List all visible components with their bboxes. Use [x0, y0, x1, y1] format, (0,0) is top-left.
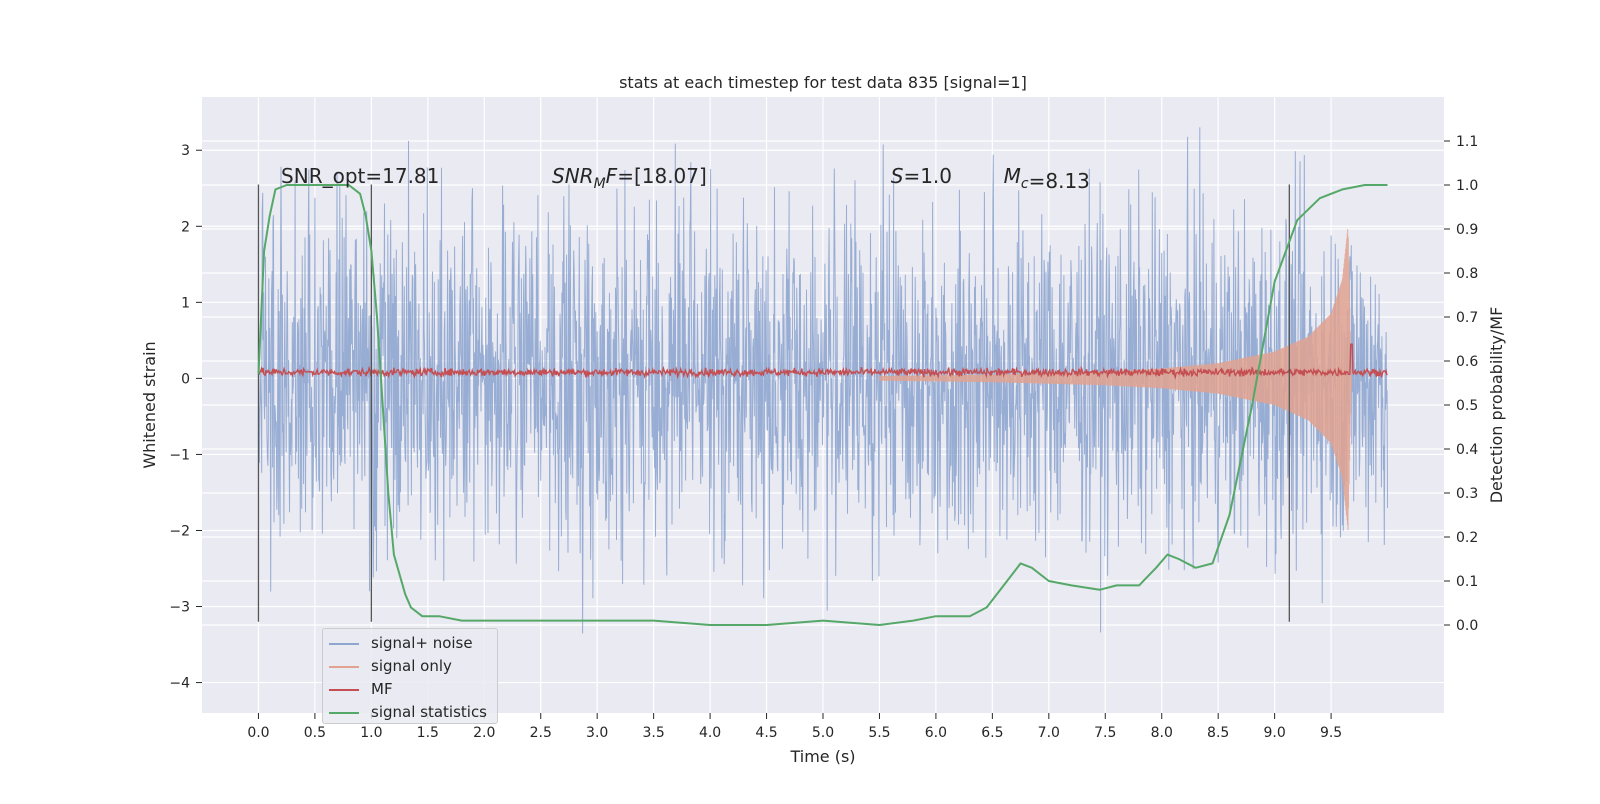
legend-item-signal-statistics: signal statistics — [329, 702, 494, 722]
series-signal-statistics — [257, 184, 1388, 626]
x-tick-label: 0.0 — [247, 725, 269, 741]
x-tick-label: 2.5 — [530, 725, 552, 741]
annotations: SNR_opt=17.81 SNRMF=[18.07] S=1.0 Mc=8.13 — [281, 164, 1090, 193]
x-tick-label: 7.0 — [1038, 725, 1060, 741]
x-tick-label: 5.0 — [812, 725, 834, 741]
legend-label: MF — [371, 680, 393, 698]
legend-swatch — [329, 712, 359, 714]
legend-label: signal+ noise — [371, 634, 473, 652]
annotation-text: SNRMF=[18.07] — [552, 164, 707, 192]
legend: signal+ noise signal only MF signal stat… — [322, 628, 498, 724]
x-tick-label: 9.5 — [1320, 725, 1342, 741]
y-right-tick-label: 0.6 — [1456, 354, 1478, 370]
legend-swatch — [329, 643, 359, 645]
legend-label: signal only — [371, 657, 452, 675]
y-right-tick-label: 0.4 — [1456, 442, 1478, 458]
x-tick-label: 7.5 — [1094, 725, 1116, 741]
y-left-tick-label: −3 — [169, 600, 190, 616]
y-right-tick-label: 0.2 — [1456, 530, 1478, 546]
y-axis-label-right: Detection probability/MF — [1487, 307, 1506, 504]
series-signal-noise — [258, 127, 1388, 634]
signal-noise-line — [258, 127, 1388, 634]
legend-label: signal statistics — [371, 703, 488, 721]
legend-item-mf: MF — [329, 679, 494, 699]
y-right-tick-label: 1.0 — [1456, 178, 1478, 194]
y-right-tick-label: 0.3 — [1456, 486, 1478, 502]
legend-item-signal-noise: signal+ noise — [329, 633, 494, 653]
annotation-text: S=1.0 — [891, 164, 952, 188]
legend-swatch — [329, 666, 359, 668]
series-signal-only — [879, 228, 1352, 531]
y-left-tick-label: 0 — [181, 371, 190, 387]
y-axis-label-left: Whitened strain — [140, 341, 159, 468]
y-right-tick-label: 0.8 — [1456, 266, 1478, 282]
x-tick-label: 6.0 — [925, 725, 947, 741]
x-tick-label: 1.5 — [417, 725, 439, 741]
y-right-tick-label: 0.5 — [1456, 398, 1478, 414]
x-tick-label: 3.0 — [586, 725, 608, 741]
x-tick-label: 8.0 — [1151, 725, 1173, 741]
legend-swatch — [329, 689, 359, 691]
signal-statistics-line — [257, 184, 1388, 626]
x-tick-label: 2.0 — [473, 725, 495, 741]
legend-item-signal-only: signal only — [329, 656, 494, 676]
series-mf — [258, 343, 1388, 380]
y-right-tick-label: 0.0 — [1456, 618, 1478, 634]
mf-line — [258, 343, 1388, 380]
x-tick-label: 8.5 — [1207, 725, 1229, 741]
x-tick-label: 5.5 — [868, 725, 890, 741]
x-tick-label: 4.0 — [699, 725, 721, 741]
annotation-text: SNR_opt=17.81 — [281, 164, 439, 188]
y-left-tick-label: −1 — [169, 447, 190, 463]
x-tick-label: 0.5 — [304, 725, 326, 741]
x-tick-label: 9.0 — [1264, 725, 1286, 741]
y-left-tick-label: 2 — [181, 219, 190, 235]
y-left-tick-label: 1 — [181, 295, 190, 311]
chart-title: stats at each timestep for test data 835… — [619, 73, 1027, 92]
axes: 0.0 0.5 1.0 1.5 2.0 2.5 3.0 3.5 4.0 4.5 5.0 5.5 6.0 6… — [169, 134, 1478, 741]
y-left-tick-label: 3 — [181, 143, 190, 159]
x-tick-label: 1.0 — [360, 725, 382, 741]
signal-only-line — [879, 228, 1352, 531]
x-tick-label: 4.5 — [755, 725, 777, 741]
y-right-tick-label: 0.9 — [1456, 222, 1478, 238]
y-right-tick-label: 0.1 — [1456, 574, 1478, 590]
y-left-tick-label: −4 — [169, 676, 190, 692]
y-right-tick-label: 0.7 — [1456, 310, 1478, 326]
y-right-tick-label: 1.1 — [1456, 134, 1478, 150]
y-left-tick-label: −2 — [169, 523, 190, 539]
x-axis-label: Time (s) — [789, 747, 855, 766]
annotation-text: Mc=8.13 — [1004, 164, 1090, 193]
x-tick-label: 3.5 — [643, 725, 665, 741]
x-tick-label: 6.5 — [981, 725, 1003, 741]
